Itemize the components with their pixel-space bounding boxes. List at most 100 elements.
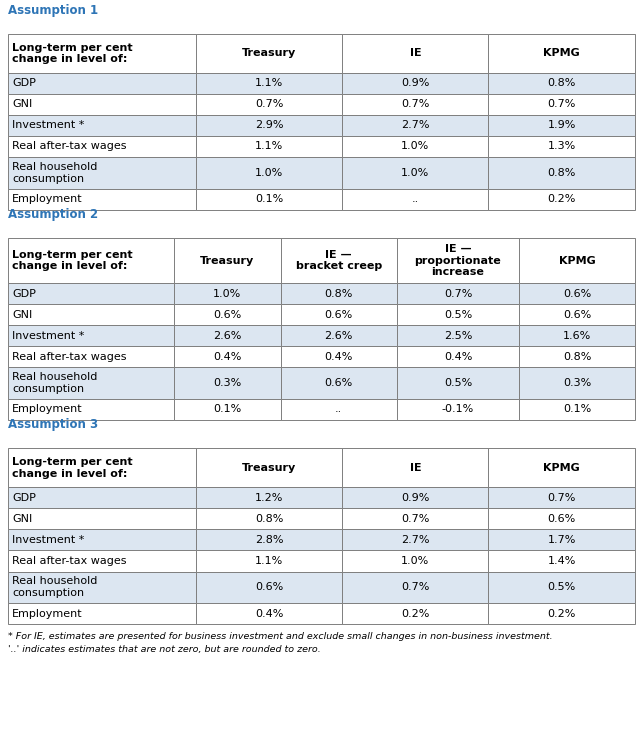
Bar xyxy=(196,487,342,508)
Text: 1.1%: 1.1% xyxy=(255,78,283,89)
Bar xyxy=(489,73,635,94)
Text: 0.4%: 0.4% xyxy=(255,608,284,619)
Bar xyxy=(489,34,635,73)
Text: 0.9%: 0.9% xyxy=(401,493,430,503)
Text: 1.0%: 1.0% xyxy=(401,167,430,178)
Bar xyxy=(174,304,281,325)
Text: 0.2%: 0.2% xyxy=(548,608,576,619)
Text: 0.8%: 0.8% xyxy=(548,167,576,178)
Bar xyxy=(196,189,342,210)
Bar xyxy=(342,34,489,73)
Bar xyxy=(489,603,635,624)
Text: 0.6%: 0.6% xyxy=(213,309,242,320)
Bar xyxy=(196,508,342,529)
Bar xyxy=(397,367,519,399)
Text: 0.6%: 0.6% xyxy=(563,309,592,320)
Text: 0.3%: 0.3% xyxy=(213,378,242,388)
Text: Real household
consumption: Real household consumption xyxy=(12,577,98,598)
Bar xyxy=(8,325,174,346)
Text: 1.7%: 1.7% xyxy=(548,535,576,545)
Bar xyxy=(196,603,342,624)
Bar xyxy=(489,189,635,210)
Bar xyxy=(519,238,635,283)
Bar xyxy=(196,448,342,487)
Text: Assumption 1: Assumption 1 xyxy=(8,4,98,17)
Bar xyxy=(489,448,635,487)
Bar xyxy=(342,157,489,189)
Text: Investment *: Investment * xyxy=(12,120,85,131)
Text: Real after-tax wages: Real after-tax wages xyxy=(12,351,127,362)
Bar xyxy=(8,283,174,304)
Text: 0.8%: 0.8% xyxy=(255,514,284,524)
Bar xyxy=(342,603,489,624)
Text: 0.4%: 0.4% xyxy=(325,351,353,362)
Text: GNI: GNI xyxy=(12,514,32,524)
Text: Real household
consumption: Real household consumption xyxy=(12,162,98,183)
Text: 0.7%: 0.7% xyxy=(444,288,472,299)
Text: Treasury: Treasury xyxy=(242,463,296,473)
Bar xyxy=(342,508,489,529)
Text: Long-term per cent
change in level of:: Long-term per cent change in level of: xyxy=(12,250,133,271)
Bar xyxy=(174,238,281,283)
Bar xyxy=(281,346,397,367)
Text: ..: .. xyxy=(412,194,419,204)
Text: Real household
consumption: Real household consumption xyxy=(12,372,98,394)
Text: Long-term per cent
change in level of:: Long-term per cent change in level of: xyxy=(12,43,133,64)
Bar xyxy=(519,346,635,367)
Text: 2.7%: 2.7% xyxy=(401,120,430,131)
Text: GDP: GDP xyxy=(12,288,36,299)
Bar xyxy=(196,136,342,157)
Bar xyxy=(196,157,342,189)
Text: 2.6%: 2.6% xyxy=(213,330,242,341)
Bar xyxy=(342,550,489,572)
Text: GNI: GNI xyxy=(12,309,32,320)
Bar xyxy=(8,136,196,157)
Text: 0.1%: 0.1% xyxy=(255,194,283,204)
Bar xyxy=(281,238,397,283)
Text: 1.1%: 1.1% xyxy=(255,556,283,566)
Bar xyxy=(8,34,196,73)
Text: 1.9%: 1.9% xyxy=(548,120,576,131)
Bar xyxy=(397,283,519,304)
Bar xyxy=(519,325,635,346)
Text: 0.1%: 0.1% xyxy=(563,404,592,415)
Bar xyxy=(281,367,397,399)
Bar xyxy=(489,508,635,529)
Bar xyxy=(8,157,196,189)
Bar xyxy=(397,399,519,420)
Text: 1.0%: 1.0% xyxy=(401,141,430,152)
Text: Employment: Employment xyxy=(12,194,83,204)
Bar xyxy=(196,73,342,94)
Text: Investment *: Investment * xyxy=(12,535,85,545)
Text: 2.7%: 2.7% xyxy=(401,535,430,545)
Text: GDP: GDP xyxy=(12,78,36,89)
Bar xyxy=(8,189,196,210)
Text: 0.7%: 0.7% xyxy=(401,99,430,110)
Bar xyxy=(489,115,635,136)
Text: GNI: GNI xyxy=(12,99,32,110)
Text: 0.8%: 0.8% xyxy=(325,288,353,299)
Bar xyxy=(8,304,174,325)
Text: 0.7%: 0.7% xyxy=(401,582,430,593)
Text: 0.7%: 0.7% xyxy=(548,493,576,503)
Bar xyxy=(8,399,174,420)
Text: Employment: Employment xyxy=(12,608,83,619)
Text: 0.6%: 0.6% xyxy=(255,582,283,593)
Bar xyxy=(196,529,342,550)
Text: 0.3%: 0.3% xyxy=(563,378,592,388)
Text: 0.7%: 0.7% xyxy=(255,99,284,110)
Bar xyxy=(174,325,281,346)
Bar xyxy=(8,508,196,529)
Bar xyxy=(8,238,174,283)
Bar xyxy=(8,448,196,487)
Bar xyxy=(8,115,196,136)
Text: '..' indicates estimates that are not zero, but are rounded to zero.: '..' indicates estimates that are not ze… xyxy=(8,645,320,654)
Bar xyxy=(397,304,519,325)
Bar xyxy=(519,367,635,399)
Bar xyxy=(489,487,635,508)
Bar xyxy=(342,448,489,487)
Text: KPMG: KPMG xyxy=(559,255,595,266)
Bar xyxy=(489,136,635,157)
Bar xyxy=(281,283,397,304)
Text: 1.3%: 1.3% xyxy=(548,141,576,152)
